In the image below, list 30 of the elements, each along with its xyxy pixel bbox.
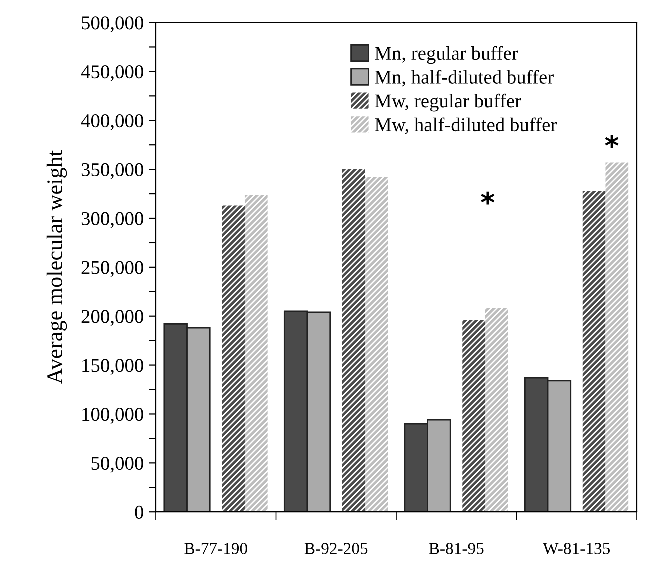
bar [342, 170, 366, 512]
legend-label: Mw, regular buffer [375, 94, 522, 112]
x-tick-label: B-77-190 [184, 543, 248, 554]
y-tick-label: 350,000 [82, 163, 144, 180]
legend-label: Mw, half-diluted buffer [375, 118, 557, 134]
x-tick-label: B-81-95 [429, 543, 484, 554]
bar [244, 195, 268, 512]
annotation: * [605, 135, 619, 148]
y-tick-label: 50,000 [92, 456, 144, 473]
bar [365, 177, 388, 512]
bar [606, 162, 629, 512]
y-tick-label: 400,000 [81, 114, 144, 130]
legend-label: Mn, half-diluted buffer [375, 70, 554, 87]
bar [222, 206, 245, 512]
y-tick-label: 450,000 [81, 66, 144, 82]
y-tick-label: 250,000 [82, 261, 144, 278]
x-tick-label: B-92-205 [304, 543, 368, 554]
y-tick-label: 500,000 [82, 16, 144, 32]
bar [462, 320, 486, 512]
legend-label: Mn, regular buffer [375, 46, 518, 64]
bar [582, 191, 606, 512]
y-axis-title: Average molecular weight [46, 150, 68, 384]
y-tick-label: 0 [135, 506, 144, 520]
x-tick-label: W-81-135 [543, 543, 610, 554]
y-tick-label: 300,000 [82, 212, 144, 228]
annotation: * [481, 192, 495, 205]
bar [485, 308, 508, 512]
y-tick-label: 200,000 [82, 310, 144, 326]
y-tick-label: 150,000 [82, 359, 144, 376]
y-tick-label: 100,000 [82, 408, 144, 424]
